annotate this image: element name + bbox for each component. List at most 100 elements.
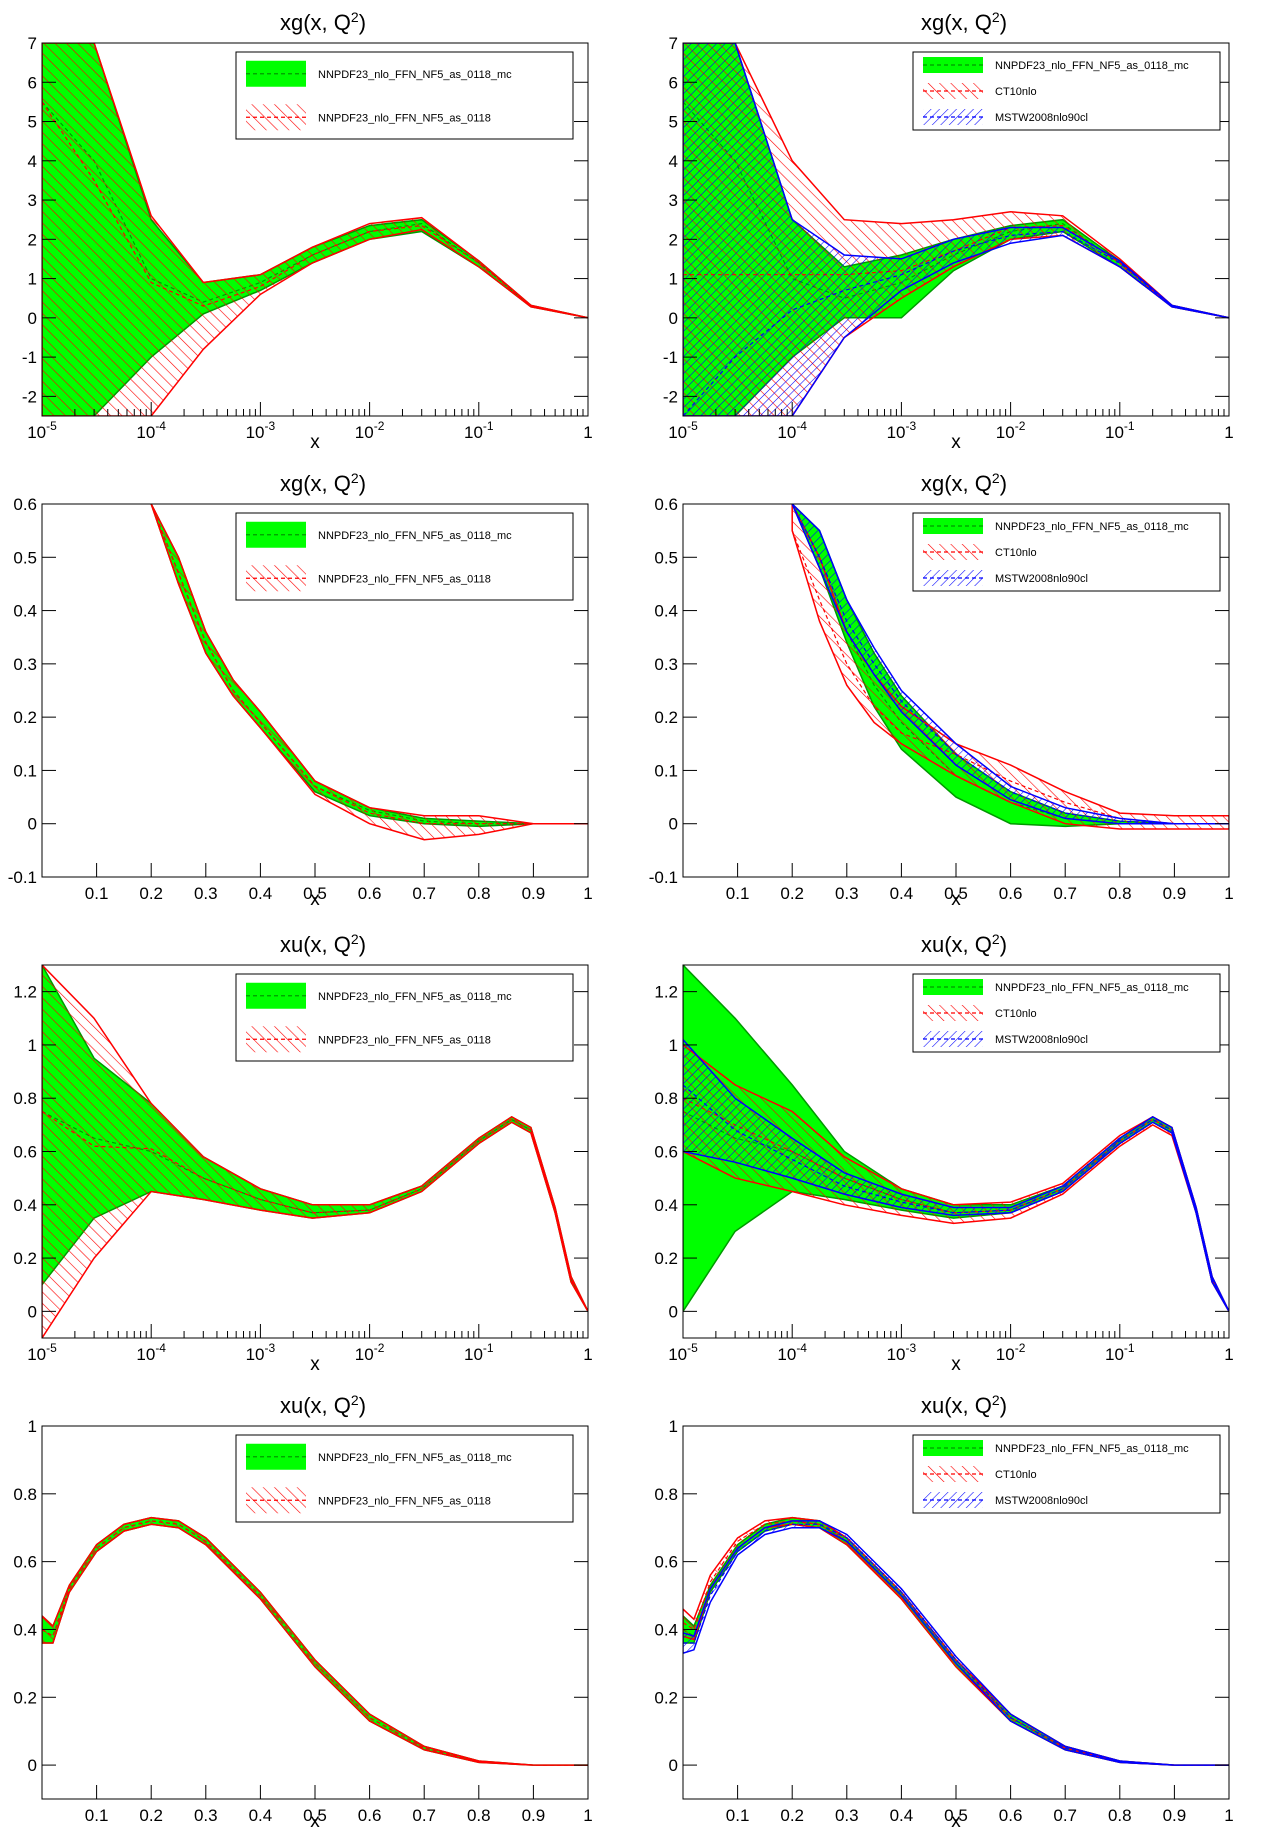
legend-label: NNPDF23_nlo_FFN_NF5_as_0118_mc bbox=[995, 1443, 1189, 1455]
chart-title: xu(x, Q2) bbox=[921, 1392, 1007, 1418]
y-tick-label: 0.2 bbox=[13, 1688, 37, 1707]
x-tick-label: 10-5 bbox=[668, 419, 698, 442]
band-2 bbox=[683, 1520, 1229, 1766]
band-1 bbox=[150, 504, 588, 841]
x-tick-label: 0.4 bbox=[249, 884, 273, 903]
x-tick-label: 1 bbox=[1224, 884, 1233, 903]
y-tick-label: 0.1 bbox=[13, 761, 37, 780]
x-tick-label: 0.1 bbox=[726, 884, 750, 903]
x-tick-label: 1 bbox=[583, 1345, 592, 1364]
y-tick-label: -0.1 bbox=[649, 868, 678, 887]
y-tick-label: 0.8 bbox=[13, 1485, 37, 1504]
y-tick-label: 7 bbox=[669, 34, 678, 53]
y-tick-label: -1 bbox=[22, 348, 37, 367]
y-tick-label: -2 bbox=[22, 387, 37, 406]
chart-svg: xu(x, Q2) 0 0.2 0.4 0.6 0.8 1 1.2 10-5 10-4 10-3 10… bbox=[13, 931, 592, 1375]
x-tick-label: 10-3 bbox=[246, 419, 276, 442]
y-tick-label: 6 bbox=[669, 73, 678, 92]
legend-label: NNPDF23_nlo_FFN_NF5_as_0118 bbox=[318, 573, 491, 585]
chart-svg: xg(x, Q2) -0.1 0 0.1 0.2 0.3 0.4 0.5 0.6 0.1 0.2 0.… bbox=[649, 470, 1234, 910]
x-tick-label: 1 bbox=[583, 1806, 592, 1825]
panel-xg-log-nnpdf: xg(x, Q2) -2 -1 0 1 2 3 4 5 6 7 10-5 10-4 10-3 10-2 10-… bbox=[0, 0, 640, 461]
x-tick-label: 10-5 bbox=[27, 1341, 57, 1364]
x-axis-label: x bbox=[310, 889, 320, 910]
y-tick-label: 2 bbox=[28, 230, 37, 249]
x-tick-label: 0.2 bbox=[139, 1806, 163, 1825]
y-tick-label: 5 bbox=[28, 113, 37, 132]
legend-label: NNPDF23_nlo_FFN_NF5_as_0118_mc bbox=[318, 530, 512, 542]
y-tick-label: 0.8 bbox=[654, 1485, 678, 1504]
x-tick-label: 0.6 bbox=[999, 884, 1023, 903]
x-tick-label: 0.4 bbox=[249, 1806, 273, 1825]
chart-svg: xu(x, Q2) 0 0.2 0.4 0.6 0.8 1 1.2 10-5 10-4 10-3 10… bbox=[654, 931, 1233, 1375]
legend-label: CT10nlo bbox=[995, 1469, 1037, 1481]
x-tick-label: 0.7 bbox=[1053, 1806, 1077, 1825]
legend-label: CT10nlo bbox=[995, 86, 1037, 98]
x-tick-label: 10-4 bbox=[777, 419, 807, 442]
x-tick-label: 10-3 bbox=[246, 1341, 276, 1364]
panel-xu-log-nnpdf: xu(x, Q2) 0 0.2 0.4 0.6 0.8 1 1.2 10-5 10-4 10-3 10… bbox=[0, 922, 640, 1383]
x-tick-label: 10-4 bbox=[136, 1341, 166, 1364]
central-line-2 bbox=[683, 1084, 1229, 1312]
legend-label: MSTW2008nlo90cl bbox=[995, 1034, 1088, 1046]
legend-label: NNPDF23_nlo_FFN_NF5_as_0118_mc bbox=[318, 991, 512, 1003]
x-tick-label: 0.2 bbox=[139, 884, 163, 903]
y-tick-label: 0.6 bbox=[13, 495, 37, 514]
x-tick-label: 0.6 bbox=[999, 1806, 1023, 1825]
central-line-1 bbox=[42, 1111, 588, 1312]
y-tick-label: 4 bbox=[28, 152, 37, 171]
x-tick-label: 10-4 bbox=[777, 1341, 807, 1364]
x-tick-label: 0.7 bbox=[412, 884, 436, 903]
legend: NNPDF23_nlo_FFN_NF5_as_0118_mc NNPDF23_nl… bbox=[235, 1434, 574, 1523]
y-tick-label: 3 bbox=[669, 191, 678, 210]
y-tick-label: 1.2 bbox=[654, 983, 678, 1002]
x-tick-label: 0.8 bbox=[467, 1806, 491, 1825]
x-tick-label: 10-2 bbox=[996, 1341, 1026, 1364]
y-tick-label: 3 bbox=[28, 191, 37, 210]
legend-label: MSTW2008nlo90cl bbox=[995, 1495, 1088, 1507]
x-tick-label: 0.9 bbox=[1163, 884, 1187, 903]
x-tick-label: 10-3 bbox=[887, 1341, 917, 1364]
legend-label: NNPDF23_nlo_FFN_NF5_as_0118_mc bbox=[318, 69, 512, 81]
y-tick-label: 0.6 bbox=[654, 495, 678, 514]
chart-svg: xu(x, Q2) 0 0.2 0.4 0.6 0.8 1 0.1 0.2 0.3 0.4 0.5 0.… bbox=[13, 1392, 592, 1832]
x-tick-label: 1 bbox=[1224, 1806, 1233, 1825]
x-axis-label: x bbox=[951, 432, 961, 453]
chart-title: xg(x, Q2) bbox=[921, 9, 1007, 35]
x-tick-label: 0.6 bbox=[358, 1806, 382, 1825]
y-tick-label: 1 bbox=[669, 1036, 678, 1055]
y-tick-label: 0 bbox=[28, 1756, 37, 1775]
legend: NNPDF23_nlo_FFN_NF5_as_0118_mc NNPDF23_nl… bbox=[235, 512, 574, 601]
x-tick-label: 0.2 bbox=[780, 1806, 804, 1825]
y-tick-label: 0 bbox=[28, 815, 37, 834]
x-tick-label: 10-1 bbox=[1105, 1341, 1135, 1364]
y-tick-label: 0.4 bbox=[13, 602, 37, 621]
x-tick-label: 0.3 bbox=[194, 884, 218, 903]
legend: NNPDF23_nlo_FFN_NF5_as_0118_mc CT10nlo MST… bbox=[912, 1434, 1221, 1514]
legend: NNPDF23_nlo_FFN_NF5_as_0118_mc CT10nlo MST… bbox=[912, 51, 1221, 131]
x-tick-label: 10-1 bbox=[464, 1341, 494, 1364]
x-tick-label: 0.1 bbox=[85, 884, 109, 903]
x-tick-label: 0.5 bbox=[303, 884, 327, 903]
chart-title: xg(x, Q2) bbox=[280, 9, 366, 35]
x-tick-label: 0.6 bbox=[358, 884, 382, 903]
chart-title: xg(x, Q2) bbox=[921, 470, 1007, 496]
x-tick-label: 1 bbox=[583, 423, 592, 442]
x-tick-label: 10-2 bbox=[996, 419, 1026, 442]
y-tick-label: 5 bbox=[669, 113, 678, 132]
x-tick-label: 10-2 bbox=[355, 419, 385, 442]
legend-label: CT10nlo bbox=[995, 547, 1037, 559]
legend: NNPDF23_nlo_FFN_NF5_as_0118_mc CT10nlo MST… bbox=[912, 973, 1221, 1053]
legend-label: NNPDF23_nlo_FFN_NF5_as_0118_mc bbox=[995, 521, 1189, 533]
x-axis-label: x bbox=[310, 1811, 320, 1832]
x-axis-label: x bbox=[951, 1811, 961, 1832]
y-tick-label: 0.2 bbox=[13, 708, 37, 727]
chart-svg: xu(x, Q2) 0 0.2 0.4 0.6 0.8 1 0.1 0.2 0.3 0.4 0.5 0.… bbox=[654, 1392, 1233, 1832]
plot-frame bbox=[682, 42, 1230, 417]
y-tick-label: 6 bbox=[28, 73, 37, 92]
chart-title: xu(x, Q2) bbox=[280, 931, 366, 957]
legend: NNPDF23_nlo_FFN_NF5_as_0118_mc NNPDF23_nl… bbox=[235, 973, 574, 1062]
x-tick-label: 0.9 bbox=[1163, 1806, 1187, 1825]
x-tick-label: 10-3 bbox=[887, 419, 917, 442]
